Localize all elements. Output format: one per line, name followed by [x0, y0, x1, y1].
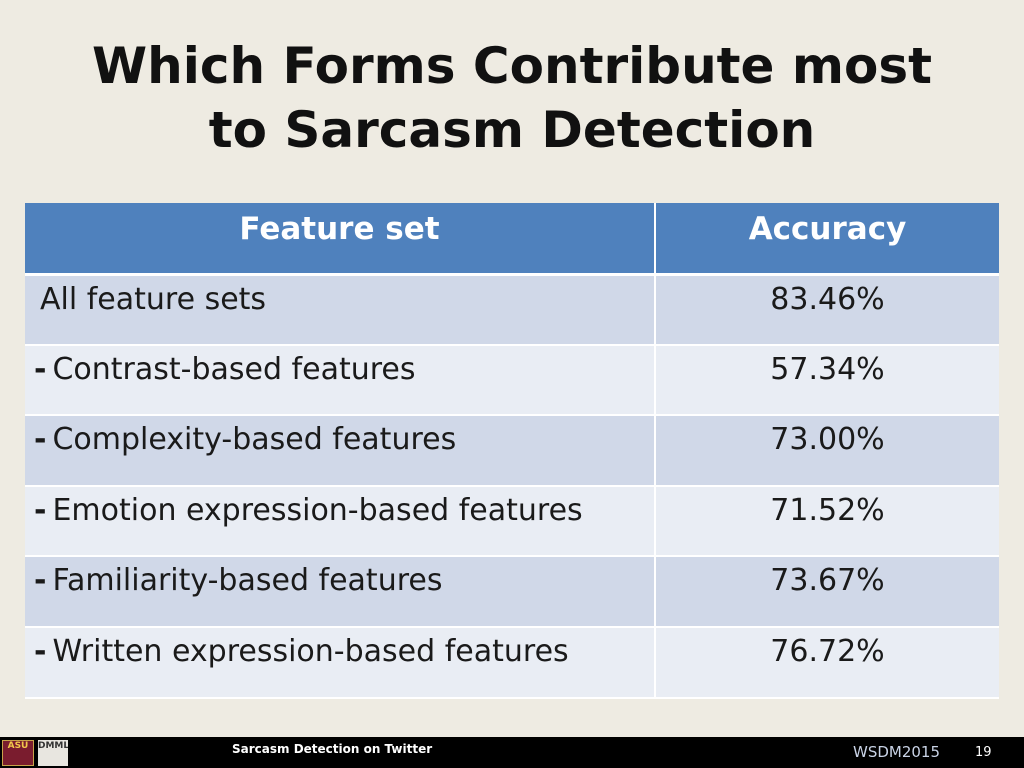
feature-label: Emotion expression-based features	[52, 492, 583, 528]
footer-conference: WSDM2015	[853, 743, 941, 761]
table-row: - Complexity-based features 73.00%	[25, 415, 999, 487]
feature-label: All feature sets	[40, 281, 267, 317]
minus-prefix: -	[34, 351, 47, 387]
feature-cell: All feature sets	[25, 274, 656, 346]
header-accuracy: Accuracy	[655, 203, 999, 276]
slide-title-line-1: Which Forms Contribute most	[92, 37, 932, 95]
table-header-row: Feature set Accuracy	[25, 203, 999, 276]
feature-label: Complexity-based features	[52, 422, 457, 458]
minus-prefix: -	[34, 492, 47, 528]
feature-cell: - Complexity-based features	[25, 415, 656, 487]
accuracy-cell: 83.46%	[655, 274, 999, 346]
feature-label: Familiarity-based features	[52, 563, 443, 599]
slide-title: Which Forms Contribute most to Sarcasm D…	[0, 34, 1024, 162]
accuracy-cell: 57.34%	[655, 344, 999, 417]
table-row: - Familiarity-based features 73.67%	[25, 556, 999, 628]
feature-cell: - Emotion expression-based features	[25, 485, 656, 558]
minus-prefix: -	[34, 633, 47, 669]
feature-cell: - Contrast-based features	[25, 344, 656, 417]
feature-label: Contrast-based features	[52, 351, 416, 387]
dmml-logo: DMML	[38, 740, 68, 766]
footer-presentation-title: Sarcasm Detection on Twitter	[232, 742, 433, 756]
table-row: All feature sets 83.46%	[25, 274, 999, 346]
feature-cell: - Familiarity-based features	[25, 556, 656, 628]
accuracy-cell: 73.00%	[655, 415, 999, 487]
minus-prefix: -	[34, 422, 47, 458]
footer-panel	[222, 737, 1024, 768]
asu-logo: ASU	[2, 740, 34, 766]
slide-title-line-2: to Sarcasm Detection	[208, 101, 816, 159]
minus-prefix: -	[34, 563, 47, 599]
accuracy-cell: 76.72%	[655, 626, 999, 699]
feature-cell: - Written expression-based features	[25, 626, 656, 699]
header-feature-set: Feature set	[25, 203, 656, 276]
table-row: - Emotion expression-based features 71.52…	[25, 485, 999, 558]
feature-accuracy-table: Feature set Accuracy All feature sets 83…	[25, 203, 999, 699]
table-row: - Written expression-based features 76.72…	[25, 626, 999, 699]
feature-label: Written expression-based features	[52, 633, 569, 669]
slide-number: 19	[975, 745, 992, 760]
accuracy-cell: 71.52%	[655, 485, 999, 558]
accuracy-cell: 73.67%	[655, 556, 999, 628]
table-row: - Contrast-based features 57.34%	[25, 344, 999, 417]
